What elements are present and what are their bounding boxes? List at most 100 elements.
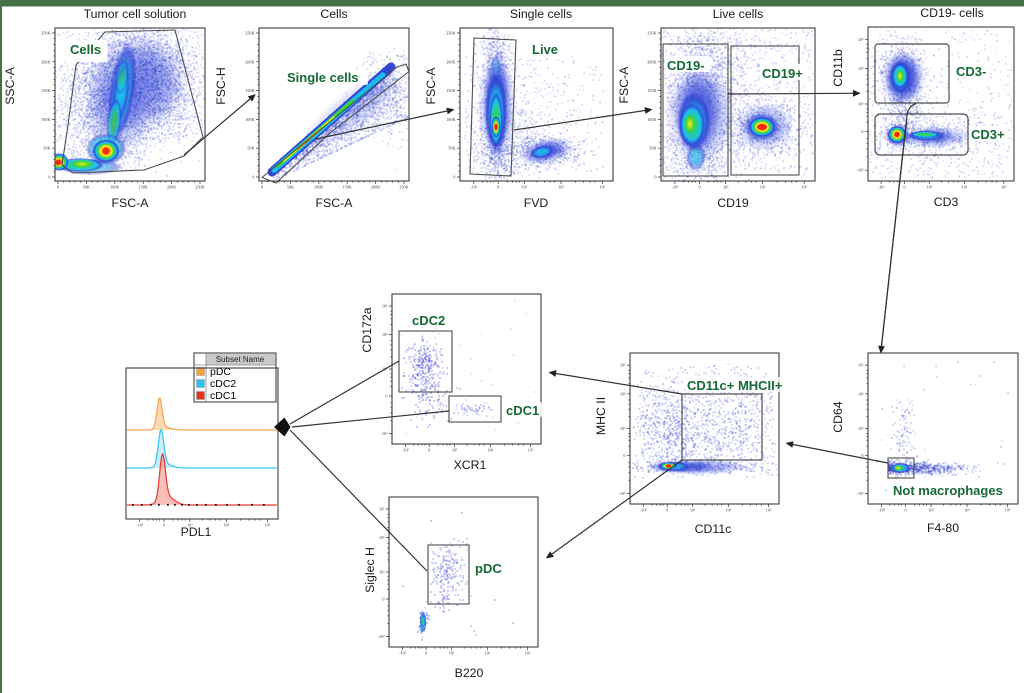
svg-text:150K: 150K xyxy=(245,88,254,93)
svg-text:-10³: -10³ xyxy=(671,185,679,190)
svg-text:-10³: -10³ xyxy=(470,185,478,190)
svg-text:CD19: CD19 xyxy=(717,196,749,210)
svg-text:cDC2: cDC2 xyxy=(210,378,236,390)
svg-text:0: 0 xyxy=(666,508,668,513)
svg-text:150K: 150K xyxy=(446,88,455,93)
svg-text:0: 0 xyxy=(428,448,430,453)
svg-text:-10³: -10³ xyxy=(878,508,886,513)
svg-text:cDC2: cDC2 xyxy=(412,313,445,328)
svg-text:F4-80: F4-80 xyxy=(927,521,959,535)
svg-text:10⁴: 10⁴ xyxy=(487,448,493,453)
svg-text:10⁵: 10⁵ xyxy=(379,507,385,512)
svg-text:200K: 200K xyxy=(245,59,254,64)
svg-text:0: 0 xyxy=(261,185,263,190)
svg-text:0: 0 xyxy=(425,651,427,656)
svg-text:Cells: Cells xyxy=(70,42,101,57)
svg-text:10⁵: 10⁵ xyxy=(858,37,864,42)
svg-text:150K: 150K xyxy=(41,88,50,93)
svg-text:0: 0 xyxy=(904,508,906,513)
svg-text:0: 0 xyxy=(48,175,50,180)
svg-text:250K: 250K xyxy=(446,31,455,36)
svg-text:0: 0 xyxy=(57,185,59,190)
svg-text:-10³: -10³ xyxy=(857,491,865,496)
svg-text:10⁵: 10⁵ xyxy=(525,651,531,656)
svg-text:100K: 100K xyxy=(41,117,50,122)
svg-text:FVD: FVD xyxy=(524,196,549,210)
svg-text:cDC1: cDC1 xyxy=(506,403,539,418)
svg-text:10⁵: 10⁵ xyxy=(766,508,772,513)
svg-text:-10³: -10³ xyxy=(640,508,648,513)
svg-text:10³: 10³ xyxy=(522,185,528,190)
svg-text:Single cells: Single cells xyxy=(287,70,359,85)
svg-text:Siglec H: Siglec H xyxy=(363,547,377,593)
svg-text:10⁴: 10⁴ xyxy=(858,66,864,71)
svg-text:Cells: Cells xyxy=(320,7,347,21)
svg-text:10⁵: 10⁵ xyxy=(265,523,271,528)
svg-text:10³: 10³ xyxy=(927,185,933,190)
svg-text:10⁴: 10⁴ xyxy=(962,185,968,190)
svg-text:250K: 250K xyxy=(399,185,408,190)
svg-text:0: 0 xyxy=(252,175,254,180)
svg-text:CD172a: CD172a xyxy=(360,307,374,352)
svg-text:0: 0 xyxy=(382,597,384,602)
svg-text:FSC-H: FSC-H xyxy=(214,67,228,105)
svg-text:CD19- cells: CD19- cells xyxy=(920,6,984,20)
svg-text:0: 0 xyxy=(861,453,863,458)
svg-text:0: 0 xyxy=(163,523,165,528)
svg-text:10⁴: 10⁴ xyxy=(382,332,388,337)
svg-text:-10³: -10³ xyxy=(402,448,410,453)
svg-text:250K: 250K xyxy=(41,31,50,36)
svg-text:10³: 10³ xyxy=(449,651,455,656)
svg-text:200K: 200K xyxy=(371,185,380,190)
svg-text:CD11c: CD11c xyxy=(695,522,732,536)
svg-text:150K: 150K xyxy=(647,88,656,93)
svg-text:-10³: -10³ xyxy=(878,185,886,190)
svg-text:MHC II: MHC II xyxy=(594,397,608,435)
svg-text:FSC-A: FSC-A xyxy=(316,196,354,210)
svg-text:Subset Name: Subset Name xyxy=(216,355,265,364)
svg-text:10³: 10³ xyxy=(620,426,626,431)
svg-text:10³: 10³ xyxy=(928,508,934,513)
svg-text:CD3: CD3 xyxy=(934,195,959,209)
svg-text:CD19+: CD19+ xyxy=(762,66,803,81)
svg-text:10⁵: 10⁵ xyxy=(599,185,605,190)
svg-text:XCR1: XCR1 xyxy=(454,458,487,472)
svg-text:10⁵: 10⁵ xyxy=(1005,508,1011,513)
svg-text:-10³: -10³ xyxy=(136,523,144,528)
svg-text:100K: 100K xyxy=(110,185,119,190)
svg-text:10⁴: 10⁴ xyxy=(620,391,626,396)
svg-text:10³: 10³ xyxy=(690,508,696,513)
svg-text:10³: 10³ xyxy=(723,185,729,190)
svg-text:10⁵: 10⁵ xyxy=(620,363,626,368)
svg-text:0: 0 xyxy=(903,185,905,190)
svg-text:-10³: -10³ xyxy=(857,168,865,173)
svg-text:-10³: -10³ xyxy=(619,491,627,496)
svg-text:SSC-A: SSC-A xyxy=(3,66,17,104)
svg-text:CD19-: CD19- xyxy=(667,58,705,73)
svg-text:10⁴: 10⁴ xyxy=(379,535,385,540)
svg-text:50K: 50K xyxy=(247,146,254,151)
svg-text:10⁵: 10⁵ xyxy=(528,448,534,453)
svg-text:10⁴: 10⁴ xyxy=(725,508,731,513)
svg-text:PDL1: PDL1 xyxy=(181,525,212,539)
svg-text:200K: 200K xyxy=(647,59,656,64)
svg-text:150K: 150K xyxy=(343,185,352,190)
svg-text:pDC: pDC xyxy=(475,561,502,576)
svg-text:CD64: CD64 xyxy=(831,401,845,433)
svg-text:250K: 250K xyxy=(195,185,204,190)
svg-text:50K: 50K xyxy=(448,146,455,151)
svg-text:FSC-A: FSC-A xyxy=(112,196,150,210)
svg-text:250K: 250K xyxy=(245,31,254,36)
svg-text:250K: 250K xyxy=(647,31,656,36)
svg-text:10⁴: 10⁴ xyxy=(858,391,864,396)
svg-text:10³: 10³ xyxy=(858,426,864,431)
svg-text:10⁴: 10⁴ xyxy=(484,651,490,656)
svg-text:10⁵: 10⁵ xyxy=(801,185,807,190)
svg-text:Live cells: Live cells xyxy=(713,7,764,21)
svg-text:10³: 10³ xyxy=(187,523,193,528)
svg-text:10³: 10³ xyxy=(379,570,385,575)
svg-text:CD11b: CD11b xyxy=(831,49,845,87)
svg-text:50K: 50K xyxy=(83,185,90,190)
svg-text:0: 0 xyxy=(623,453,625,458)
svg-text:10⁴: 10⁴ xyxy=(223,523,229,528)
